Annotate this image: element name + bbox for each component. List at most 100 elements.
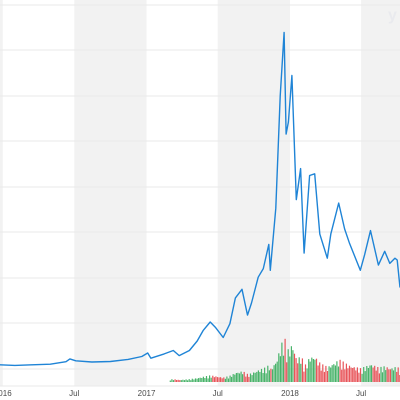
x-tick-label: 2018 <box>281 389 299 398</box>
volume-bar <box>270 368 272 382</box>
volume-bar <box>212 375 214 382</box>
volume-bar <box>320 370 322 382</box>
volume-bar <box>224 378 226 382</box>
volume-bar <box>356 367 358 382</box>
volume-bar <box>309 361 311 382</box>
volume-bar <box>370 365 373 382</box>
watermark-logo: y <box>388 7 397 24</box>
x-axis: 2016 Jul 2017 Jul 2018 Jul <box>0 389 366 398</box>
volume-bar <box>315 358 318 382</box>
volume-bar <box>389 369 391 382</box>
volume-bar <box>226 376 228 382</box>
volume-bar <box>220 377 222 382</box>
volume-bar <box>396 371 398 382</box>
volume-bar <box>216 377 219 382</box>
x-tick-label: Jul <box>356 389 366 398</box>
volume-bar <box>213 377 215 382</box>
volume-bar <box>323 371 325 382</box>
volume-bar <box>359 368 362 382</box>
gridlines <box>0 4 400 387</box>
volume-bar <box>169 380 171 382</box>
volume-bar <box>202 376 204 382</box>
x-tick-label: Jul <box>213 389 223 398</box>
volume-bar <box>194 378 197 382</box>
volume-bar <box>345 363 347 382</box>
volume-bar <box>381 372 384 382</box>
volume-bar <box>248 376 250 382</box>
volume-bar <box>237 372 239 382</box>
volume-bar <box>319 362 321 382</box>
volume-bar <box>179 380 181 382</box>
volume-bar <box>257 370 259 382</box>
volume-bar <box>312 359 314 382</box>
volume-bar <box>361 373 363 382</box>
volume-bar <box>231 376 233 382</box>
volume-bar <box>388 369 390 382</box>
volume-bar <box>304 364 307 382</box>
volume-bar <box>243 371 245 382</box>
volume-bar <box>256 371 258 382</box>
volume-bar <box>392 370 395 382</box>
volume-bar <box>183 380 186 382</box>
volume-bar <box>287 349 289 382</box>
volume-bar <box>271 369 274 382</box>
volume-bar <box>295 358 297 382</box>
volume-bar <box>264 367 266 382</box>
volume-bar <box>333 364 335 382</box>
volume-bar <box>235 373 237 382</box>
volume-bar <box>204 378 206 382</box>
volume-bar <box>350 367 352 382</box>
volume-bar <box>348 365 351 382</box>
volume-bar <box>364 371 366 382</box>
volume-bar <box>223 377 225 382</box>
volume-bar <box>374 365 376 382</box>
volume-bar <box>385 370 387 382</box>
volume-bar <box>221 378 223 382</box>
volume-bar <box>209 375 211 382</box>
volume-bar <box>210 377 212 382</box>
volume-bar <box>265 373 267 382</box>
volume-bar <box>190 380 192 382</box>
volume-bar <box>358 372 360 382</box>
volume-bar <box>273 365 275 382</box>
volume-bar <box>334 365 336 382</box>
volume-bar <box>303 371 305 382</box>
volume-bar <box>267 365 269 382</box>
volume-bar <box>279 356 281 382</box>
volume-bar <box>176 380 178 382</box>
volume-bar <box>331 365 333 382</box>
volume-bar <box>191 378 193 382</box>
volume-bar <box>182 379 184 382</box>
volume-bar <box>218 377 220 382</box>
volume-bar <box>290 346 292 382</box>
volume-bar <box>234 374 236 382</box>
volume-bar <box>238 373 241 382</box>
volume-bar <box>254 372 256 382</box>
volume-bar <box>311 357 313 382</box>
volume-bar <box>232 374 234 382</box>
volume-bar <box>282 355 285 382</box>
volume-bar <box>187 380 189 382</box>
volume-bar <box>262 373 264 382</box>
volume-bar <box>199 377 201 382</box>
volume-bar <box>328 366 330 382</box>
volume-bar <box>174 379 176 382</box>
volume-bar <box>342 361 344 382</box>
volume-bar <box>260 368 263 382</box>
volume-bar <box>227 378 230 382</box>
volume-bar <box>325 365 327 382</box>
volume-bar <box>245 376 247 382</box>
volume-bar <box>281 342 283 382</box>
x-tick-label: 2016 <box>0 389 12 398</box>
volume-bar <box>326 371 329 382</box>
volume-bar <box>352 368 354 382</box>
volume-bar <box>330 367 332 382</box>
volume-bar <box>207 378 209 382</box>
volume-bar <box>380 366 382 382</box>
volume-bar <box>339 359 341 382</box>
volume-bar <box>377 367 379 382</box>
volume-bars <box>169 338 400 382</box>
volume-bar <box>215 376 217 382</box>
volume-bar <box>229 375 231 382</box>
